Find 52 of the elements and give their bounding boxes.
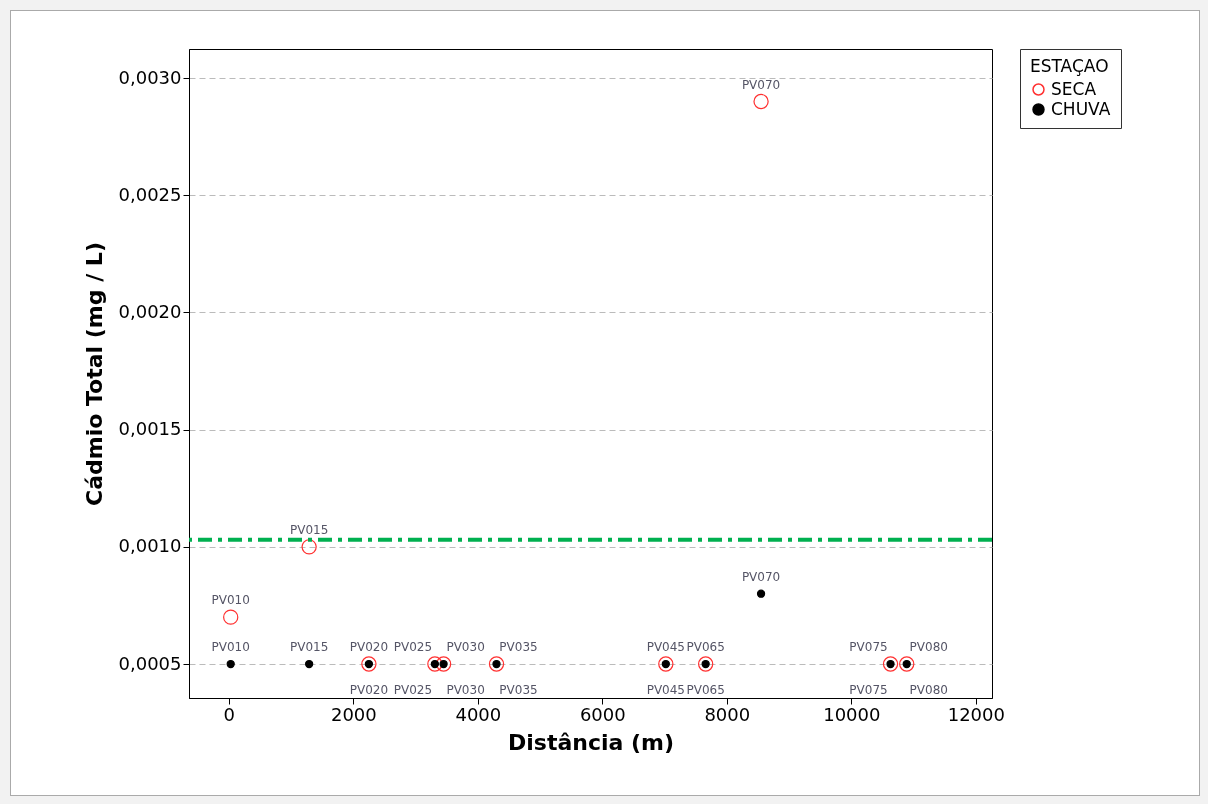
annotation: PV025 <box>393 640 433 655</box>
annotation: PV070 <box>741 569 781 584</box>
annotation: PV035 <box>499 683 538 698</box>
annotation: PV045 <box>646 640 685 655</box>
y-tick-label: 0,0005 <box>118 652 182 674</box>
annotation: PV015 <box>289 640 329 655</box>
point <box>226 659 235 669</box>
annotation: PV065 <box>686 640 725 655</box>
y-tick-label: 0,0010 <box>118 535 182 557</box>
annotation: PV070 <box>741 77 781 92</box>
x-tick-label: 2000 <box>330 703 377 725</box>
x-axis-title: Distância (m) <box>507 729 675 755</box>
x-tick-label: 0 <box>223 703 236 725</box>
annotation: PV025 <box>393 683 433 698</box>
annotation: PV075 <box>849 683 888 698</box>
y-tick-label: 0,0020 <box>118 300 182 322</box>
annotation: PV010 <box>211 640 250 655</box>
annotation: PV015 <box>289 522 329 537</box>
x-tick-label: 10000 <box>823 703 881 725</box>
y-axis-title: Cádmio Total (mg / L) <box>81 242 107 506</box>
x-tick-label: 12000 <box>947 703 1005 725</box>
legend-title: ESTAÇAO <box>1030 56 1109 76</box>
x-tick-label: 4000 <box>455 703 502 725</box>
annotation: PV080 <box>909 683 948 698</box>
annotation: PV080 <box>909 640 948 655</box>
y-tick-label: 0,0025 <box>118 183 182 205</box>
x-tick-label: 6000 <box>579 703 626 725</box>
x-tick-label: 8000 <box>704 703 751 725</box>
point <box>223 609 239 625</box>
point <box>882 656 899 672</box>
point <box>301 539 317 555</box>
point <box>435 656 452 672</box>
point <box>697 656 714 672</box>
annotation: PV030 <box>446 683 485 698</box>
y-tick-label: 0,0030 <box>118 66 182 88</box>
point <box>753 93 769 110</box>
annotation: PV075 <box>849 640 888 655</box>
point <box>305 659 314 669</box>
y-tick-label: 0,0015 <box>118 418 182 440</box>
legend-label: SECA <box>1051 78 1097 99</box>
legend-label: CHUVA <box>1051 98 1111 119</box>
annotation: PV045 <box>646 683 685 698</box>
annotation: PV020 <box>349 640 389 655</box>
annotation: PV010 <box>211 593 250 608</box>
point <box>899 656 915 672</box>
annotation: PV035 <box>499 640 538 655</box>
point <box>488 656 505 672</box>
point <box>658 656 674 672</box>
annotation: PV030 <box>446 640 485 655</box>
annotation: PV065 <box>686 683 725 698</box>
point <box>756 589 766 598</box>
annotation: PV020 <box>349 683 389 698</box>
